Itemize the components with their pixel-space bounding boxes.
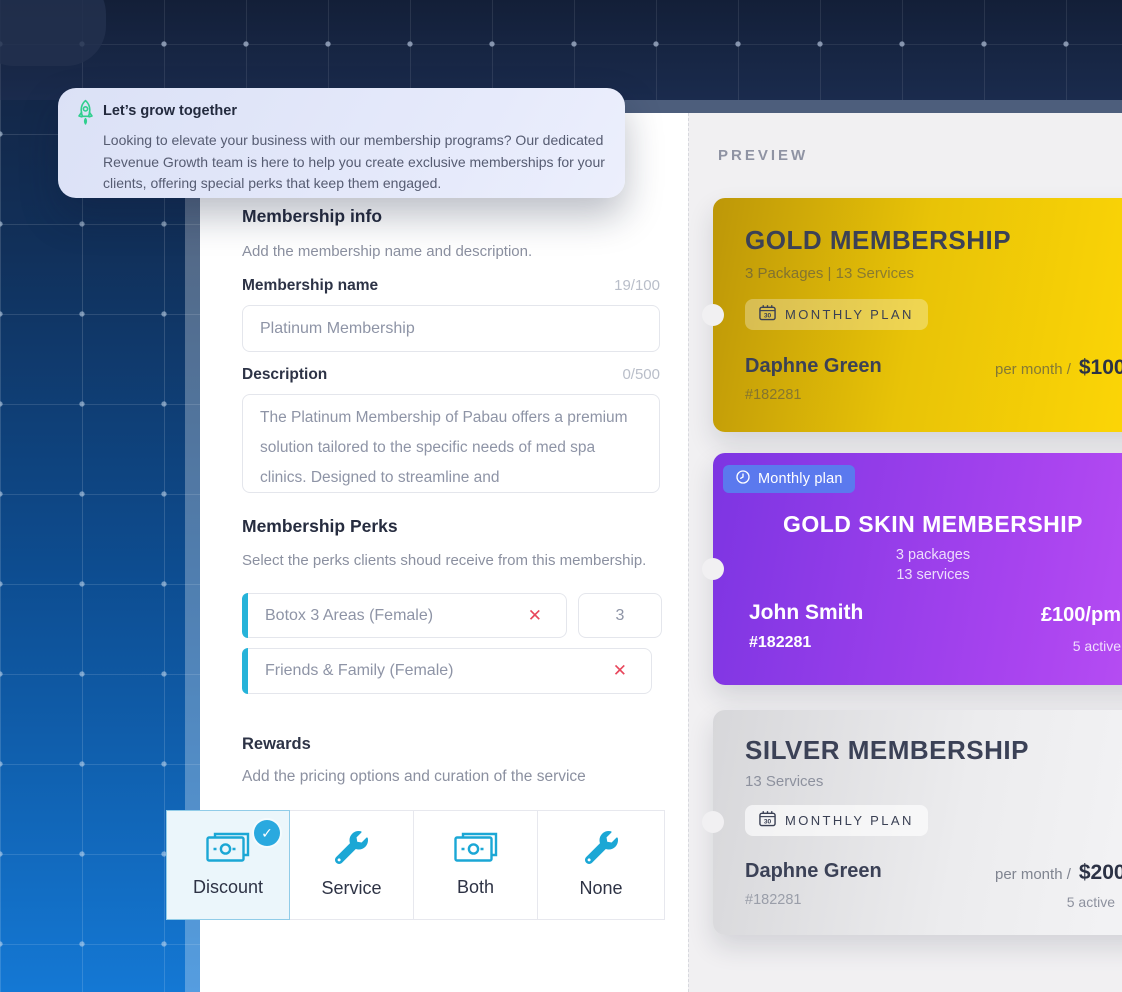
reward-option-label: None xyxy=(579,878,623,898)
ticket-notch xyxy=(702,304,724,326)
membership-name-input[interactable] xyxy=(242,305,660,352)
ticket-notch xyxy=(702,558,724,580)
reward-option-label: Both xyxy=(456,877,495,897)
membership-perks-subtitle: Select the perks clients shoud receive f… xyxy=(242,552,647,569)
membership-name-label: Membership name xyxy=(242,277,379,294)
reward-option-none[interactable]: None xyxy=(537,810,665,920)
wrench-icon xyxy=(334,831,368,869)
membership-card-silver: SILVER MEMBERSHIP 13 Services 30 MONTHLY… xyxy=(702,710,1122,935)
description-counter: 0/500 xyxy=(622,366,660,383)
ticket-notch xyxy=(702,811,724,833)
card-price: per month / $100 xyxy=(995,356,1122,380)
card-holder-name: John Smith xyxy=(749,601,864,624)
rewards-subtitle: Add the pricing options and curation of … xyxy=(242,768,586,785)
svg-text:30: 30 xyxy=(764,312,772,319)
membership-name-counter: 19/100 xyxy=(614,277,660,294)
card-holder-name: Daphne Green xyxy=(745,355,882,377)
membership-perks-heading: Membership Perks xyxy=(242,516,398,536)
name-label-row: Membership name 19/100 xyxy=(242,277,660,295)
card-meta-packages: 3 packages xyxy=(895,547,971,563)
plan-badge: 30 MONTHLY PLAN xyxy=(745,805,928,836)
card-active-count: 5 active xyxy=(1072,638,1121,654)
plan-badge-label: MONTHLY PLAN xyxy=(785,813,914,828)
card-member-id: #182281 xyxy=(749,634,812,651)
description-label-row: Description 0/500 xyxy=(242,366,660,384)
card-title: GOLD SKIN MEMBERSHIP xyxy=(782,511,1084,537)
remove-perk-icon[interactable]: ✕ xyxy=(522,605,548,627)
description-label: Description xyxy=(242,366,328,383)
perk-quantity-input[interactable] xyxy=(578,593,662,638)
panel-edge-highlight xyxy=(185,113,200,992)
card-meta-services: 13 services xyxy=(896,567,970,583)
growth-notification-banner: Let’s grow together Looking to elevate y… xyxy=(58,88,625,198)
card-holder-name: Daphne Green xyxy=(745,860,882,882)
rocket-icon xyxy=(75,99,96,131)
perk-name: Friends & Family (Female) xyxy=(265,662,454,679)
card-title: GOLD MEMBERSHIP xyxy=(745,225,1012,255)
price-prefix: per month / xyxy=(995,361,1071,378)
card-title: SILVER MEMBERSHIP xyxy=(745,735,1029,765)
reward-option-label: Service xyxy=(321,878,382,898)
rewards-heading: Rewards xyxy=(242,735,311,753)
reward-option-both[interactable]: Both xyxy=(413,810,538,920)
svg-text:30: 30 xyxy=(764,818,772,825)
plan-badge: Monthly plan xyxy=(723,465,855,493)
reward-option-service[interactable]: Service xyxy=(289,810,414,920)
top-navy-band xyxy=(0,0,1122,100)
card-price: per month / $200 xyxy=(995,861,1122,885)
wrench-icon xyxy=(584,831,618,869)
price-amount: $200 xyxy=(1078,861,1122,884)
reward-option-label: Discount xyxy=(192,877,264,897)
perk-row-friends-family: Friends & Family (Female) ✕ xyxy=(242,648,652,694)
price-amount: $100 xyxy=(1078,356,1122,379)
price-prefix: per month / xyxy=(995,866,1071,883)
membership-info-subtitle: Add the membership name and description. xyxy=(242,243,533,260)
membership-card-gold: GOLD MEMBERSHIP 3 Packages | 13 Services… xyxy=(702,198,1122,432)
selected-check-icon: ✓ xyxy=(252,818,282,848)
card-price: £100/pm xyxy=(1040,604,1121,626)
reward-option-discount[interactable]: ✓ Discount xyxy=(166,810,290,920)
card-meta: 13 Services xyxy=(745,773,824,790)
cash-icon xyxy=(206,832,250,868)
remove-perk-icon[interactable]: ✕ xyxy=(607,660,633,682)
card-meta: 3 Packages | 13 Services xyxy=(745,265,914,282)
card-active-count: 5 active xyxy=(1066,894,1115,910)
card-member-id: #182281 xyxy=(745,387,802,403)
plan-badge-label: Monthly plan xyxy=(758,471,843,487)
banner-body: Looking to elevate your business with ou… xyxy=(103,132,605,191)
perk-name: Botox 3 Areas (Female) xyxy=(265,606,434,624)
cash-icon xyxy=(453,832,498,868)
plan-badge-label: MONTHLY PLAN xyxy=(785,307,914,322)
calendar-icon: 30 xyxy=(759,304,776,326)
perk-row-botox: Botox 3 Areas (Female) ✕ xyxy=(242,593,567,638)
membership-info-heading: Membership info xyxy=(242,206,383,226)
banner-title: Let’s grow together xyxy=(103,103,237,119)
membership-card-purple: Monthly plan GOLD SKIN MEMBERSHIP 3 pack… xyxy=(702,453,1122,685)
card-member-id: #182281 xyxy=(745,892,802,908)
corner-decoration xyxy=(0,0,106,66)
plan-badge: 30 MONTHLY PLAN xyxy=(745,299,928,330)
description-textarea[interactable] xyxy=(242,394,660,493)
preview-heading: PREVIEW xyxy=(718,147,809,164)
calendar-icon: 30 xyxy=(759,810,776,832)
clock-icon xyxy=(735,469,751,490)
